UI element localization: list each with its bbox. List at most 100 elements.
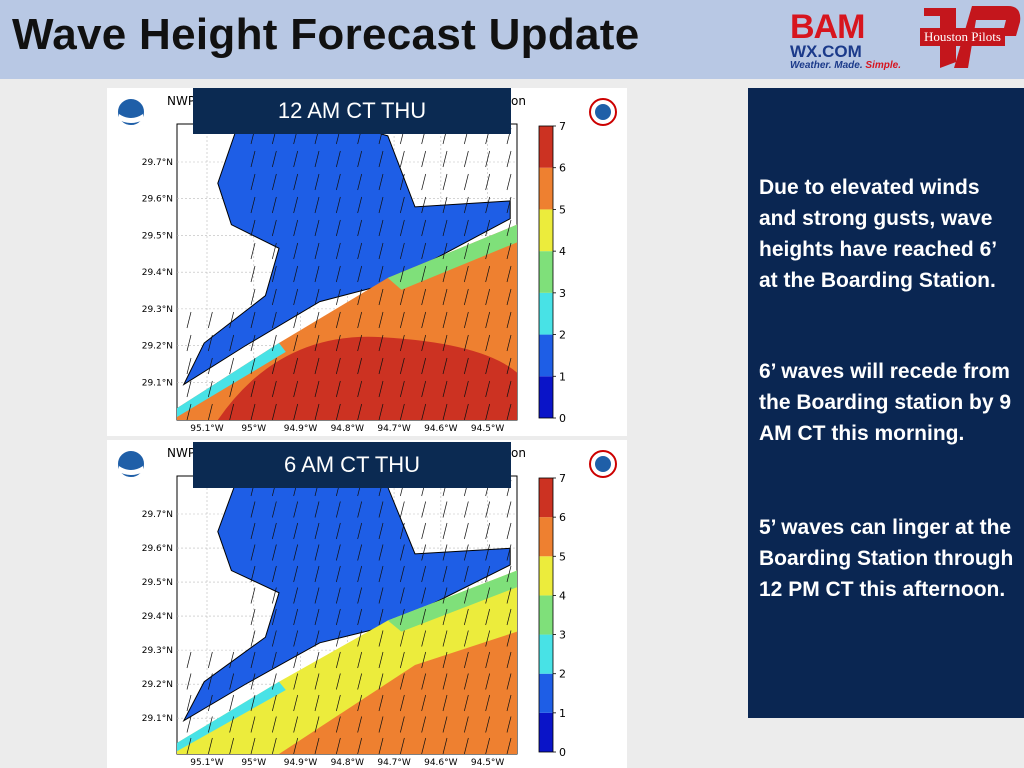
wind-barb — [207, 334, 213, 352]
wind-barb — [463, 219, 469, 237]
wind-barb — [314, 311, 320, 329]
wind-barb — [207, 737, 213, 755]
wind-barb — [314, 673, 320, 690]
wind-barb — [335, 242, 341, 260]
wind-barb — [506, 651, 512, 669]
wind-barb — [506, 630, 512, 647]
colorbar-tick-label: 2 — [559, 329, 566, 342]
wind-barb — [378, 737, 384, 755]
bam-logo: BAM WX.COM Weather. Made. Simple. — [786, 8, 914, 72]
wind-barb — [506, 522, 512, 540]
wind-barb — [463, 357, 469, 375]
wind-barb — [399, 173, 405, 191]
wind-barb — [506, 565, 512, 583]
wind-barb — [293, 219, 299, 237]
wind-barb — [485, 587, 491, 604]
wind-barb — [421, 196, 427, 214]
wind-barb — [378, 403, 384, 421]
wind-barb — [229, 311, 235, 329]
nearshore-strip — [177, 681, 286, 752]
wind-barb — [229, 716, 235, 733]
wind-barb — [463, 288, 469, 306]
wind-barb — [506, 173, 512, 191]
wind-barb — [378, 196, 384, 214]
lon-tick-label: 95.1°W — [190, 424, 224, 434]
nws-logo-icon — [589, 450, 617, 478]
wind-barb — [293, 694, 299, 712]
lat-tick-label: 29.7°N — [142, 510, 173, 520]
wind-barb — [399, 651, 405, 669]
lon-tick-label: 94.5°W — [471, 424, 505, 434]
wind-barb — [335, 544, 341, 561]
wind-barb — [421, 357, 427, 375]
wind-barb — [421, 673, 427, 690]
wind-barb — [485, 288, 491, 306]
wind-barb — [378, 630, 384, 647]
lat-tick-label: 29.6°N — [142, 195, 173, 205]
wind-barb — [314, 737, 320, 755]
wind-barb — [442, 716, 448, 733]
wind-barb — [399, 587, 405, 604]
wind-barb — [463, 522, 469, 540]
wind-barb — [506, 716, 512, 733]
wind-barb — [293, 587, 299, 604]
lon-tick-label: 94.6°W — [424, 424, 458, 434]
wind-barb — [314, 265, 320, 283]
wind-barb — [335, 150, 341, 168]
wind-barb — [335, 630, 341, 647]
wind-barb — [335, 403, 341, 421]
wind-barb — [314, 608, 320, 626]
wind-barb — [378, 651, 384, 669]
wind-barb — [399, 288, 405, 306]
wind-barb — [442, 219, 448, 237]
wind-barb — [271, 673, 277, 690]
wind-barb — [250, 544, 256, 561]
houston-pilots-label: Houston Pilots — [920, 28, 1005, 46]
wind-barb — [485, 173, 491, 191]
wind-barb — [399, 311, 405, 329]
wind-barb — [378, 219, 384, 237]
bam-logo-main: BAM — [790, 8, 865, 46]
wind-barb — [485, 150, 491, 168]
high-wave-zone — [217, 336, 518, 420]
wind-barb — [335, 587, 341, 604]
wind-barb — [463, 651, 469, 669]
wind-barb — [207, 403, 213, 421]
time-label-6am: 6 AM CT THU — [193, 442, 511, 488]
lon-tick-label: 94.7°W — [377, 758, 411, 768]
wind-barb — [485, 311, 491, 329]
colorbar-tick-label: 0 — [559, 412, 566, 425]
wind-barb — [293, 334, 299, 352]
wind-barb — [335, 357, 341, 375]
wind-barb — [250, 565, 256, 583]
wind-barb — [463, 694, 469, 712]
wind-barb — [506, 311, 512, 329]
wind-barb — [463, 403, 469, 421]
wind-barb — [314, 173, 320, 191]
noaa-logo-icon — [116, 97, 146, 127]
wind-barb — [271, 501, 277, 518]
wind-barb — [442, 501, 448, 518]
wind-barb — [421, 380, 427, 398]
wind-barb — [485, 242, 491, 260]
wind-barb — [293, 608, 299, 626]
summary-paragraph-1: Due to elevated winds and strong gusts, … — [759, 176, 996, 292]
wind-barb — [250, 673, 256, 690]
noaa-logo-icon — [116, 449, 146, 479]
wind-barb — [421, 651, 427, 669]
wind-barb — [314, 716, 320, 733]
wind-barb — [506, 242, 512, 260]
wind-barb — [186, 357, 192, 375]
wind-barb — [357, 150, 363, 168]
wind-barb — [399, 219, 405, 237]
wind-barb — [463, 587, 469, 604]
wind-barb — [271, 716, 277, 733]
wind-barb — [506, 608, 512, 626]
wind-barb — [250, 311, 256, 329]
wind-barb — [463, 173, 469, 191]
wind-barb — [378, 673, 384, 690]
lon-tick-label: 94.8°W — [331, 424, 365, 434]
colorbar-tick-label: 7 — [559, 120, 566, 133]
lat-tick-label: 29.7°N — [142, 158, 173, 168]
wind-barb — [421, 501, 427, 518]
